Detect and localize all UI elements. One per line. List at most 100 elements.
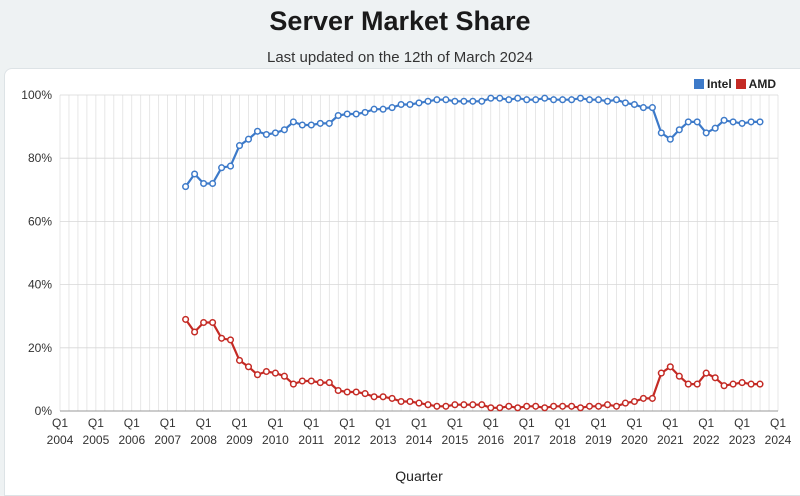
data-point-intel (585, 96, 594, 104)
data-point-amd (612, 402, 621, 410)
data-point-intel (280, 126, 288, 134)
data-point-amd (289, 380, 297, 388)
data-point-intel (657, 129, 665, 137)
data-point-amd (559, 402, 567, 410)
data-point-intel (352, 110, 360, 118)
x-tick-label-year: 2016 (477, 433, 504, 447)
data-point-amd (361, 390, 369, 398)
data-point-amd (568, 402, 576, 410)
data-point-intel (630, 100, 638, 109)
data-point-amd (487, 404, 495, 412)
data-point-intel (325, 119, 333, 127)
data-point-amd (657, 369, 665, 377)
data-point-intel (244, 135, 253, 143)
data-point-intel (711, 124, 719, 132)
data-point-intel (559, 96, 567, 104)
data-point-amd (262, 367, 270, 376)
y-tick-label: 40% (28, 278, 52, 292)
data-point-intel (568, 96, 576, 104)
data-point-amd (747, 380, 755, 388)
chart-subtitle: Last updated on the 12th of March 2024 (266, 49, 534, 66)
data-point-amd (496, 404, 504, 412)
data-point-amd (442, 402, 450, 410)
data-point-intel (334, 111, 342, 120)
data-point-intel (289, 118, 297, 126)
x-tick-label-year: 2011 (298, 433, 324, 447)
data-point-intel (433, 96, 441, 104)
x-tick-label-year: 2020 (621, 433, 648, 447)
x-tick-label-quarter: Q1 (519, 416, 535, 430)
data-point-amd (675, 372, 683, 380)
x-tick-label-year: 2018 (549, 433, 576, 447)
x-tick-label-year: 2009 (226, 433, 253, 447)
data-point-intel (298, 121, 306, 129)
data-point-intel (514, 94, 522, 102)
data-point-intel (469, 97, 477, 105)
x-tick-label-quarter: Q1 (231, 416, 247, 430)
x-tick-label-year: 2022 (693, 433, 720, 447)
x-tick-label-quarter: Q1 (555, 416, 571, 430)
data-point-intel (738, 119, 746, 127)
data-point-intel (523, 96, 531, 104)
data-point-intel (415, 99, 423, 107)
data-point-amd (191, 328, 199, 336)
data-point-amd (316, 379, 324, 387)
data-point-amd (388, 394, 396, 402)
data-point-amd (280, 372, 288, 380)
data-point-intel (406, 100, 414, 109)
chart-legend[interactable]: Intel AMD (694, 77, 776, 91)
data-point-intel (720, 116, 728, 124)
data-point-amd (298, 377, 306, 385)
data-point-intel (262, 130, 270, 139)
x-tick-label-quarter: Q1 (698, 416, 714, 430)
x-tick-label-year: 2012 (334, 433, 361, 447)
data-point-amd (325, 379, 333, 387)
x-tick-label-quarter: Q1 (160, 416, 176, 430)
data-point-intel (639, 104, 647, 112)
chart-title: Server Market Share (269, 6, 531, 36)
x-axis-title: Quarter (395, 468, 443, 484)
x-tick-label-year: 2014 (406, 433, 433, 447)
x-tick-label-year: 2017 (513, 433, 540, 447)
data-point-amd (397, 397, 405, 406)
data-point-amd (648, 394, 656, 402)
data-point-intel (702, 129, 710, 137)
legend-item-intel[interactable]: Intel (694, 77, 732, 91)
data-point-amd (621, 399, 629, 407)
data-point-amd (729, 380, 737, 388)
data-point-amd (226, 336, 235, 344)
x-tick-label-quarter: Q1 (411, 416, 427, 430)
y-tick-label: 20% (28, 341, 52, 355)
data-point-amd (433, 402, 441, 410)
data-point-intel (460, 97, 468, 105)
legend-item-amd[interactable]: AMD (735, 77, 776, 91)
data-point-intel (379, 105, 387, 113)
x-tick-label-quarter: Q1 (483, 416, 499, 430)
data-point-amd (505, 402, 513, 410)
x-tick-label-quarter: Q1 (339, 416, 355, 430)
data-point-amd (639, 394, 647, 402)
x-tick-label-year: 2013 (370, 433, 397, 447)
data-point-intel (532, 96, 540, 104)
x-tick-label-year: 2004 (47, 433, 74, 447)
data-point-amd (541, 404, 549, 412)
y-tick-label: 0% (35, 404, 53, 418)
data-point-amd (550, 402, 558, 410)
x-tick-label-quarter: Q1 (447, 416, 463, 430)
data-point-amd (307, 377, 315, 385)
x-tick-label-quarter: Q1 (267, 416, 283, 430)
data-point-amd (200, 318, 208, 327)
data-point-intel (648, 104, 656, 112)
x-tick-label-year: 2006 (118, 433, 145, 447)
data-point-amd (209, 318, 217, 327)
x-tick-label-year: 2008 (190, 433, 217, 447)
data-point-amd (343, 388, 351, 396)
data-point-amd (514, 404, 522, 412)
data-point-amd (182, 315, 190, 323)
data-point-amd (666, 363, 674, 371)
data-point-amd (218, 334, 226, 342)
data-point-intel (487, 94, 495, 102)
data-point-intel (397, 100, 405, 109)
x-tick-label-quarter: Q1 (196, 416, 212, 430)
data-point-amd (406, 397, 414, 406)
